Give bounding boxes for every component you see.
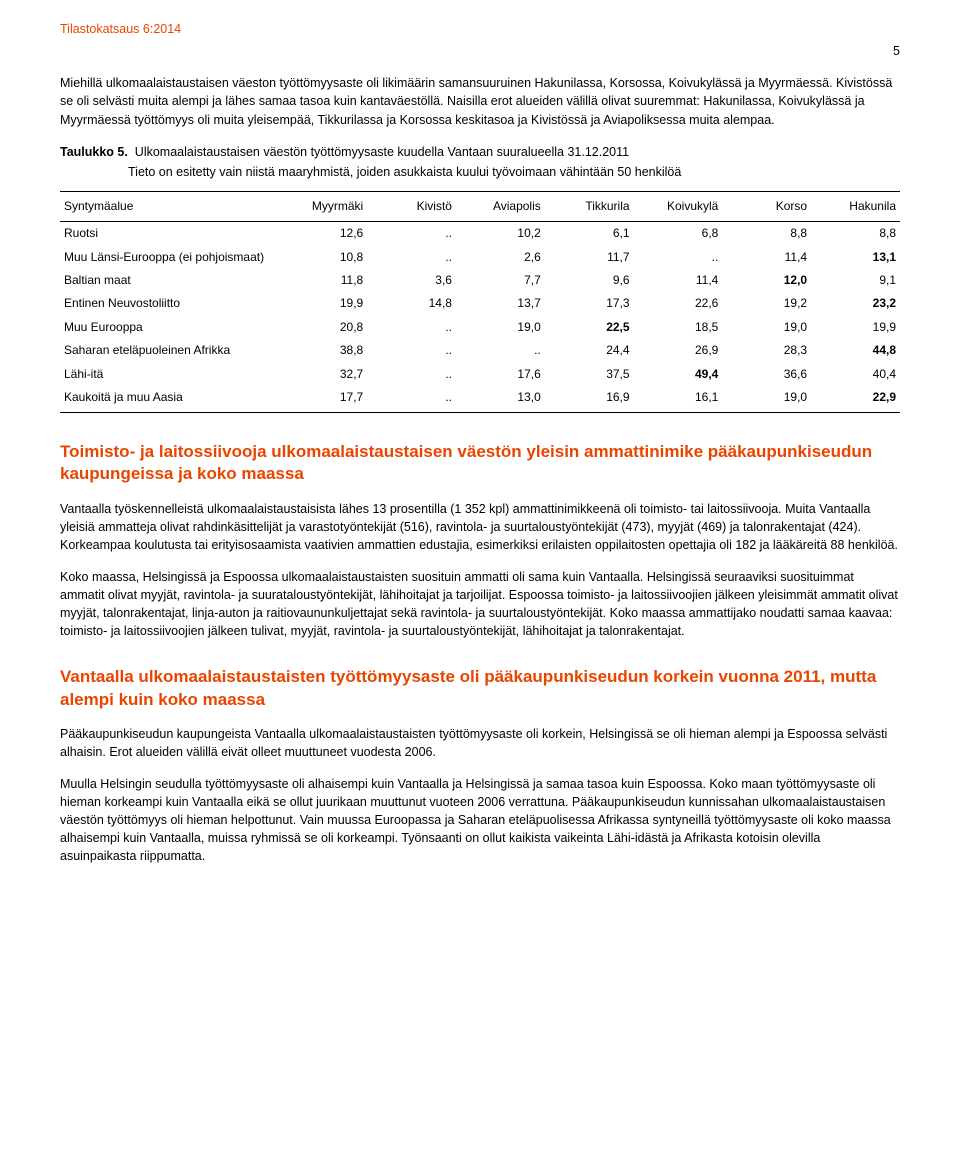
value-cell: .. bbox=[367, 339, 456, 362]
value-cell: 8,8 bbox=[811, 222, 900, 246]
value-cell: 17,7 bbox=[278, 386, 367, 413]
value-cell: 32,7 bbox=[278, 363, 367, 386]
col-koivukyla: Koivukylä bbox=[634, 191, 723, 221]
page-number: 5 bbox=[60, 42, 900, 60]
value-cell: 28,3 bbox=[722, 339, 811, 362]
value-cell: 19,0 bbox=[722, 386, 811, 413]
value-cell: 20,8 bbox=[278, 316, 367, 339]
origin-cell: Muu Länsi-Eurooppa (ei pohjoismaat) bbox=[60, 246, 278, 269]
value-cell: 26,9 bbox=[634, 339, 723, 362]
table5-caption: Taulukko 5. Ulkomaalaistaustaisen väestö… bbox=[60, 143, 900, 161]
value-cell: 12,0 bbox=[722, 269, 811, 292]
col-tikkurila: Tikkurila bbox=[545, 191, 634, 221]
value-cell: 23,2 bbox=[811, 292, 900, 315]
origin-cell: Ruotsi bbox=[60, 222, 278, 246]
value-cell: .. bbox=[456, 339, 545, 362]
value-cell: 13,0 bbox=[456, 386, 545, 413]
section1-p2: Koko maassa, Helsingissä ja Espoossa ulk… bbox=[60, 568, 900, 641]
origin-cell: Lähi-itä bbox=[60, 363, 278, 386]
value-cell: 40,4 bbox=[811, 363, 900, 386]
value-cell: 9,1 bbox=[811, 269, 900, 292]
value-cell: 12,6 bbox=[278, 222, 367, 246]
value-cell: 18,5 bbox=[634, 316, 723, 339]
origin-cell: Muu Eurooppa bbox=[60, 316, 278, 339]
value-cell: 11,7 bbox=[545, 246, 634, 269]
value-cell: 44,8 bbox=[811, 339, 900, 362]
value-cell: .. bbox=[367, 316, 456, 339]
value-cell: 19,9 bbox=[811, 316, 900, 339]
table-row: Muu Länsi-Eurooppa (ei pohjoismaat)10,8.… bbox=[60, 246, 900, 269]
origin-cell: Baltian maat bbox=[60, 269, 278, 292]
intro-paragraph: Miehillä ulkomaalaistaustaisen väeston t… bbox=[60, 74, 900, 128]
col-aviapolis: Aviapolis bbox=[456, 191, 545, 221]
value-cell: 19,2 bbox=[722, 292, 811, 315]
table-row: Lähi-itä32,7..17,637,549,436,640,4 bbox=[60, 363, 900, 386]
table-row: Ruotsi12,6..10,26,16,88,88,8 bbox=[60, 222, 900, 246]
col-myyrmaki: Myyrmäki bbox=[278, 191, 367, 221]
value-cell: 2,6 bbox=[456, 246, 545, 269]
value-cell: 13,7 bbox=[456, 292, 545, 315]
value-cell: 16,1 bbox=[634, 386, 723, 413]
value-cell: 6,1 bbox=[545, 222, 634, 246]
origin-cell: Entinen Neuvostoliitto bbox=[60, 292, 278, 315]
value-cell: 8,8 bbox=[722, 222, 811, 246]
value-cell: 19,9 bbox=[278, 292, 367, 315]
value-cell: 16,9 bbox=[545, 386, 634, 413]
value-cell: 22,6 bbox=[634, 292, 723, 315]
table5: Syntymäalue Myyrmäki Kivistö Aviapolis T… bbox=[60, 191, 900, 414]
value-cell: 13,1 bbox=[811, 246, 900, 269]
value-cell: 11,4 bbox=[722, 246, 811, 269]
value-cell: 7,7 bbox=[456, 269, 545, 292]
value-cell: 36,6 bbox=[722, 363, 811, 386]
value-cell: 10,2 bbox=[456, 222, 545, 246]
value-cell: 3,6 bbox=[367, 269, 456, 292]
col-korso: Korso bbox=[722, 191, 811, 221]
value-cell: .. bbox=[367, 246, 456, 269]
value-cell: .. bbox=[634, 246, 723, 269]
value-cell: .. bbox=[367, 386, 456, 413]
value-cell: 19,0 bbox=[456, 316, 545, 339]
section2-p1: Pääkaupunkiseudun kaupungeista Vantaalla… bbox=[60, 725, 900, 761]
value-cell: 10,8 bbox=[278, 246, 367, 269]
table-row: Saharan eteläpuoleinen Afrikka38,8....24… bbox=[60, 339, 900, 362]
value-cell: .. bbox=[367, 363, 456, 386]
section1-p1: Vantaalla työskennelleistä ulkomaalaista… bbox=[60, 500, 900, 554]
value-cell: 38,8 bbox=[278, 339, 367, 362]
value-cell: 17,3 bbox=[545, 292, 634, 315]
value-cell: 19,0 bbox=[722, 316, 811, 339]
value-cell: 22,5 bbox=[545, 316, 634, 339]
table-row: Kaukoitä ja muu Aasia17,7..13,016,916,11… bbox=[60, 386, 900, 413]
value-cell: .. bbox=[367, 222, 456, 246]
value-cell: 22,9 bbox=[811, 386, 900, 413]
table5-label: Taulukko 5. bbox=[60, 145, 128, 159]
value-cell: 6,8 bbox=[634, 222, 723, 246]
value-cell: 37,5 bbox=[545, 363, 634, 386]
table-row: Baltian maat11,83,67,79,611,412,09,1 bbox=[60, 269, 900, 292]
value-cell: 11,4 bbox=[634, 269, 723, 292]
section2-heading: Vantaalla ulkomaalaistaustaisten työttöm… bbox=[60, 666, 900, 710]
section2-p2: Muulla Helsingin seudulla työttömyysaste… bbox=[60, 775, 900, 866]
value-cell: 17,6 bbox=[456, 363, 545, 386]
value-cell: 49,4 bbox=[634, 363, 723, 386]
document-series-title: Tilastokatsaus 6:2014 bbox=[60, 20, 900, 38]
value-cell: 24,4 bbox=[545, 339, 634, 362]
table-row: Entinen Neuvostoliitto19,914,813,717,322… bbox=[60, 292, 900, 315]
origin-cell: Kaukoitä ja muu Aasia bbox=[60, 386, 278, 413]
value-cell: 9,6 bbox=[545, 269, 634, 292]
section1-heading: Toimisto- ja laitossiivooja ulkomaalaist… bbox=[60, 441, 900, 485]
col-hakunila: Hakunila bbox=[811, 191, 900, 221]
table-row: Muu Eurooppa20,8..19,022,518,519,019,9 bbox=[60, 316, 900, 339]
value-cell: 14,8 bbox=[367, 292, 456, 315]
table5-caption-text: Ulkomaalaistaustaisen väestön työttömyys… bbox=[135, 145, 629, 159]
value-cell: 11,8 bbox=[278, 269, 367, 292]
col-origin: Syntymäalue bbox=[60, 191, 278, 221]
table5-header-row: Syntymäalue Myyrmäki Kivistö Aviapolis T… bbox=[60, 191, 900, 221]
origin-cell: Saharan eteläpuoleinen Afrikka bbox=[60, 339, 278, 362]
table5-note: Tieto on esitetty vain niistä maaryhmist… bbox=[128, 163, 900, 181]
col-kivisto: Kivistö bbox=[367, 191, 456, 221]
